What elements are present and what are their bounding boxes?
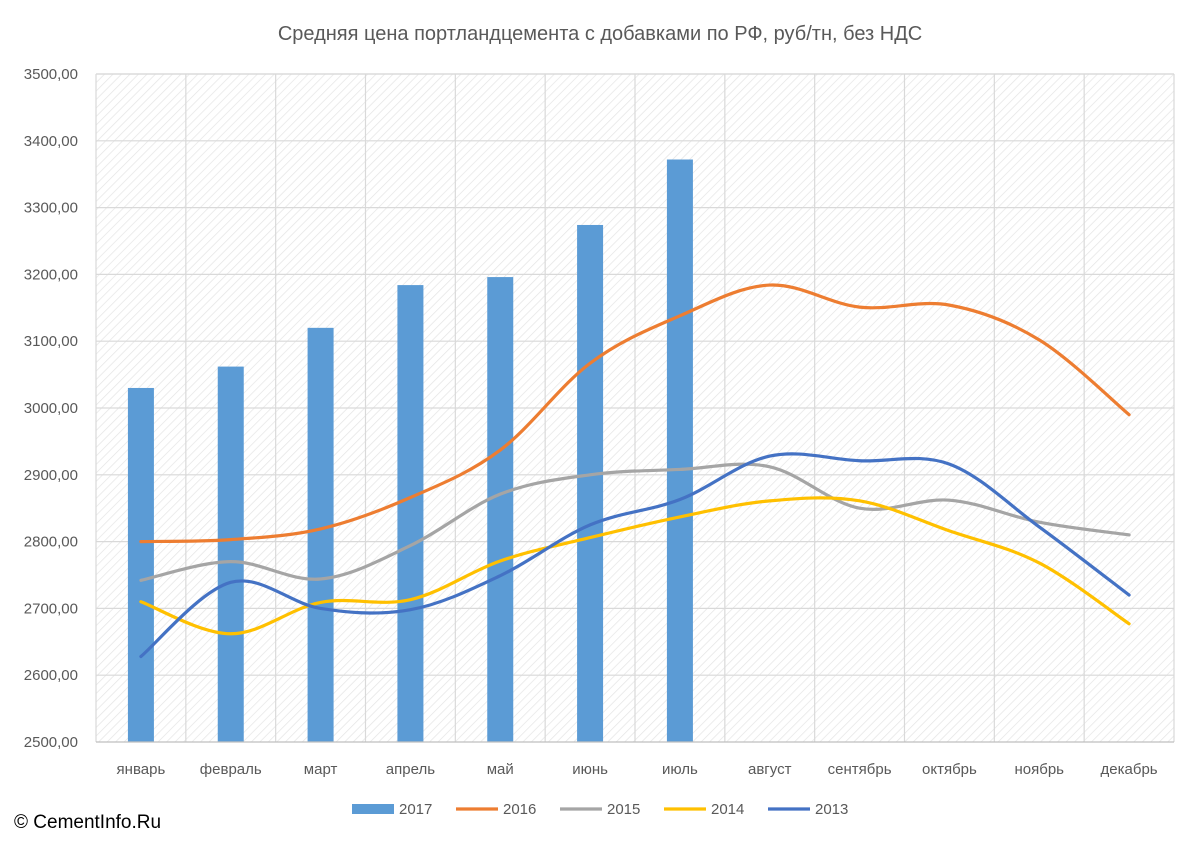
x-tick-label: июнь bbox=[572, 761, 608, 778]
y-tick-label: 3300,00 bbox=[24, 200, 78, 217]
line-series bbox=[139, 283, 1131, 659]
line-2013 bbox=[139, 452, 1131, 659]
x-tick-label: октябрь bbox=[922, 761, 977, 778]
x-tick-label: август bbox=[748, 761, 792, 778]
y-axis-tick-labels: 2500,00 2600,00 2700,00 2800,00 2900,00 3000,… bbox=[24, 66, 78, 751]
bar-2017 bbox=[666, 159, 693, 742]
y-tick-label: 2800,00 bbox=[24, 534, 78, 551]
copyright-label: © CementInfo.Ru bbox=[14, 812, 162, 833]
legend-swatch-2017 bbox=[352, 804, 394, 814]
legend: 2017 2016 2015 2014 2013 bbox=[352, 801, 848, 818]
bar-series bbox=[127, 159, 693, 742]
bar-2017 bbox=[127, 387, 154, 742]
chart-title: Средняя цена портландцемента с добавками… bbox=[278, 23, 922, 45]
y-tick-label: 3000,00 bbox=[24, 400, 78, 417]
x-tick-label: июль bbox=[662, 761, 698, 778]
legend-label-2013: 2013 bbox=[815, 801, 848, 818]
x-tick-label: февраль bbox=[200, 761, 262, 778]
y-tick-label: 3500,00 bbox=[24, 66, 78, 83]
x-tick-label: март bbox=[304, 761, 338, 778]
line-2014 bbox=[139, 496, 1131, 636]
y-tick-label: 2700,00 bbox=[24, 600, 78, 617]
line-2015 bbox=[139, 462, 1131, 582]
x-tick-label: май bbox=[487, 761, 514, 778]
x-axis-tick-labels: январь февраль март апрель май июнь июль август… bbox=[117, 761, 1158, 778]
legend-label-2014: 2014 bbox=[711, 801, 744, 818]
x-tick-label: сентябрь bbox=[828, 761, 892, 778]
bar-2017 bbox=[217, 366, 244, 742]
y-tick-label: 3400,00 bbox=[24, 133, 78, 150]
legend-label-2015: 2015 bbox=[607, 801, 640, 818]
y-tick-label: 2600,00 bbox=[24, 667, 78, 684]
legend-label-2017: 2017 bbox=[399, 801, 432, 818]
x-tick-label: январь bbox=[117, 761, 166, 778]
bar-2017 bbox=[307, 327, 334, 742]
x-tick-label: апрель bbox=[386, 761, 435, 778]
y-tick-label: 2900,00 bbox=[24, 467, 78, 484]
bar-2017 bbox=[487, 277, 514, 742]
bar-2017 bbox=[577, 224, 604, 742]
x-tick-label: декабрь bbox=[1101, 761, 1158, 778]
bar-2017 bbox=[397, 285, 424, 742]
line-2016 bbox=[139, 283, 1131, 544]
legend-label-2016: 2016 bbox=[503, 801, 536, 818]
x-tick-label: ноябрь bbox=[1015, 761, 1065, 778]
y-tick-label: 3100,00 bbox=[24, 333, 78, 350]
y-tick-label: 3200,00 bbox=[24, 266, 78, 283]
y-tick-label: 2500,00 bbox=[24, 734, 78, 751]
